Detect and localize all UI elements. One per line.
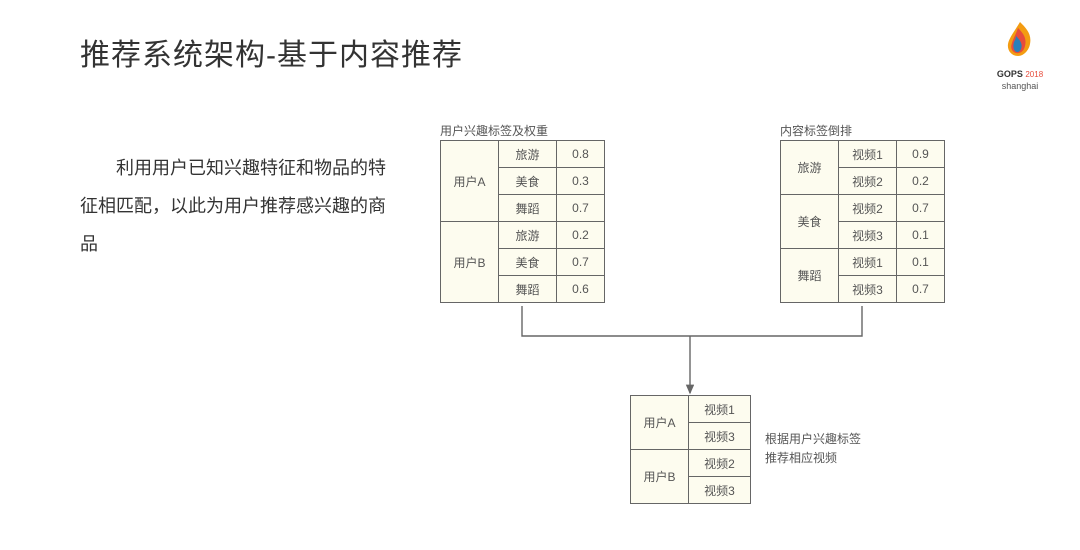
t3-user-b: 用户B (631, 450, 689, 504)
logo-text-year: 2018 (1025, 70, 1043, 79)
logo-text-city: shanghai (988, 81, 1052, 91)
description-text: 利用用户已知兴趣特征和物品的特征相匹配，以此为用户推荐感兴趣的商品 (80, 150, 400, 263)
conference-logo: GOPS 2018 shanghai (988, 18, 1052, 91)
t3-user-a: 用户A (631, 396, 689, 450)
result-note-line2: 推荐相应视频 (765, 449, 861, 468)
t2-cell: 视频3 (839, 276, 897, 303)
result-note-line1: 根据用户兴趣标签 (765, 430, 861, 449)
result-table: 用户A 视频1 视频3 用户B 视频2 视频3 (630, 395, 751, 504)
t2-cell: 0.2 (897, 168, 945, 195)
user-interest-table: 用户A 旅游 0.8 美食 0.3 舞蹈 0.7 用户B 旅游 0.2 美食 0… (440, 140, 605, 303)
logo-text-gops: GOPS (997, 69, 1023, 79)
t1-user-a: 用户A (441, 141, 499, 222)
t1-cell: 0.8 (557, 141, 605, 168)
t1-cell: 旅游 (499, 222, 557, 249)
t2-cell: 视频3 (839, 222, 897, 249)
t2-cell: 视频2 (839, 168, 897, 195)
t2-tag-travel: 旅游 (781, 141, 839, 195)
table2-title: 内容标签倒排 (780, 122, 852, 139)
t1-cell: 舞蹈 (499, 276, 557, 303)
t1-cell: 美食 (499, 168, 557, 195)
t2-cell: 0.1 (897, 249, 945, 276)
t3-cell: 视频3 (689, 423, 751, 450)
t1-cell: 0.6 (557, 276, 605, 303)
t2-cell: 0.9 (897, 141, 945, 168)
logo-flame-icon (996, 18, 1044, 62)
t1-cell: 0.3 (557, 168, 605, 195)
t3-cell: 视频2 (689, 450, 751, 477)
t1-cell: 0.7 (557, 249, 605, 276)
t1-cell: 旅游 (499, 141, 557, 168)
t1-user-b: 用户B (441, 222, 499, 303)
diagram-area: 用户兴趣标签及权重 用户A 旅游 0.8 美食 0.3 舞蹈 0.7 用户B 旅… (440, 120, 1040, 530)
t1-cell: 舞蹈 (499, 195, 557, 222)
t1-cell: 0.7 (557, 195, 605, 222)
t2-cell: 视频2 (839, 195, 897, 222)
t2-cell: 0.7 (897, 276, 945, 303)
content-tag-table: 旅游 视频1 0.9 视频2 0.2 美食 视频2 0.7 视频3 0.1 舞蹈… (780, 140, 945, 303)
result-note: 根据用户兴趣标签 推荐相应视频 (765, 430, 861, 468)
t2-cell: 视频1 (839, 249, 897, 276)
t2-tag-food: 美食 (781, 195, 839, 249)
t3-cell: 视频3 (689, 477, 751, 504)
table1-title: 用户兴趣标签及权重 (440, 122, 548, 139)
t1-cell: 0.2 (557, 222, 605, 249)
t2-cell: 视频1 (839, 141, 897, 168)
t3-cell: 视频1 (689, 396, 751, 423)
t2-tag-dance: 舞蹈 (781, 249, 839, 303)
t1-cell: 美食 (499, 249, 557, 276)
t2-cell: 0.7 (897, 195, 945, 222)
page-title: 推荐系统架构-基于内容推荐 (80, 30, 463, 74)
t2-cell: 0.1 (897, 222, 945, 249)
